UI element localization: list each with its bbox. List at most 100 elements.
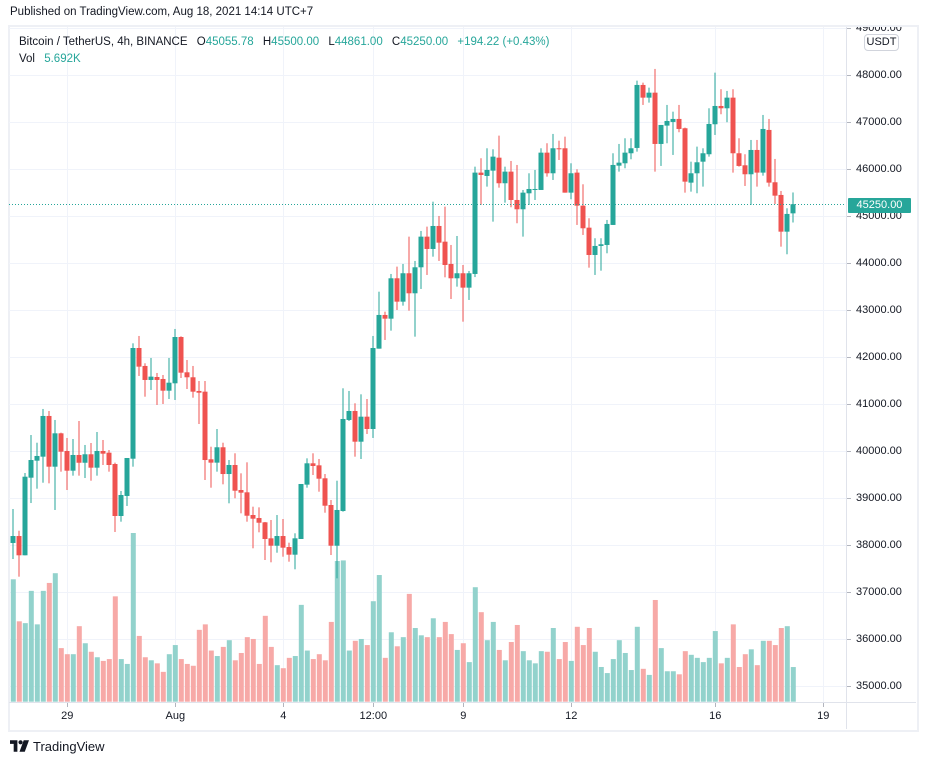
candle-body bbox=[634, 84, 640, 148]
candle-up bbox=[670, 111, 676, 155]
candle-up bbox=[34, 442, 40, 489]
candle-up bbox=[784, 208, 790, 255]
candle-wick bbox=[156, 372, 158, 405]
candle-up bbox=[22, 472, 28, 556]
price-axis[interactable]: 35000.00 36000.00 37000.00 38000.00 39000.00… bbox=[846, 27, 916, 702]
candle-down bbox=[442, 206, 448, 278]
candlestick-chart[interactable] bbox=[9, 27, 846, 702]
candle-body bbox=[460, 273, 466, 288]
legend-open-value: 45055.78 bbox=[205, 36, 254, 48]
candle-wick bbox=[504, 166, 506, 203]
candle-up bbox=[40, 408, 46, 483]
volume-bar bbox=[568, 660, 574, 702]
volume-bar bbox=[208, 650, 214, 702]
volume-bar bbox=[514, 624, 520, 702]
volume-bar bbox=[460, 643, 466, 702]
candle-body bbox=[382, 314, 388, 319]
volume-bar bbox=[472, 587, 478, 702]
volume-bar bbox=[166, 654, 172, 702]
candle-body bbox=[544, 152, 550, 174]
legend-high-label: H bbox=[262, 36, 272, 48]
candle-down bbox=[106, 450, 112, 472]
volume-bar bbox=[730, 624, 736, 702]
volume-bar bbox=[742, 654, 748, 702]
volume-bar bbox=[430, 618, 436, 702]
volume-bar bbox=[508, 642, 514, 702]
currency-badge[interactable]: USDT bbox=[864, 34, 899, 51]
legend-vol-label[interactable]: Vol bbox=[19, 53, 35, 65]
volume-bar bbox=[88, 651, 94, 702]
volume-bar bbox=[196, 629, 202, 702]
candle-down bbox=[46, 410, 52, 484]
time-axis[interactable]: 29 Aug 4 12:00 9 12 16 19 bbox=[9, 702, 916, 729]
candle-body bbox=[166, 382, 172, 391]
candle-up bbox=[130, 343, 136, 467]
candle-body bbox=[778, 194, 784, 232]
time-axis-tick bbox=[283, 703, 284, 707]
volume-bar bbox=[766, 640, 772, 702]
candle-up bbox=[82, 444, 88, 479]
price-axis-tick bbox=[847, 28, 851, 29]
chart-pane[interactable] bbox=[9, 27, 846, 702]
legend-high: H45500.00 bbox=[263, 36, 319, 48]
candle-up bbox=[610, 153, 616, 225]
candle-body bbox=[604, 223, 610, 245]
candle-down bbox=[460, 264, 466, 322]
candle-down bbox=[238, 473, 244, 514]
candle-body bbox=[514, 199, 520, 210]
candle-up bbox=[706, 108, 712, 157]
time-axis-tick bbox=[175, 703, 176, 707]
candle-body bbox=[718, 105, 724, 109]
candle-down bbox=[16, 530, 22, 577]
candle-body bbox=[502, 171, 508, 184]
candle-wick bbox=[456, 235, 458, 287]
price-axis-tick bbox=[847, 310, 851, 311]
candle-body bbox=[58, 433, 64, 452]
volume-bar bbox=[202, 624, 208, 702]
volume-bar bbox=[442, 621, 448, 702]
volume-bar bbox=[550, 628, 556, 702]
volume-bar bbox=[682, 651, 688, 702]
candle-body bbox=[112, 464, 118, 516]
candle-body bbox=[532, 188, 538, 190]
time-axis-tick bbox=[463, 703, 464, 707]
candle-down bbox=[754, 139, 760, 187]
candle-wick bbox=[384, 311, 386, 340]
candle-body bbox=[556, 148, 562, 150]
legend-low: L44861.00 bbox=[328, 36, 382, 48]
legend-symbol[interactable]: Bitcoin / TetherUS, 4h, BINANCE bbox=[19, 36, 188, 48]
candle-down bbox=[772, 158, 778, 204]
candle-wick bbox=[264, 521, 266, 560]
candle-up bbox=[292, 533, 298, 570]
volume-bar bbox=[622, 652, 628, 702]
candle-down bbox=[88, 442, 94, 481]
candle-body bbox=[376, 314, 382, 349]
volume-bar bbox=[670, 671, 676, 702]
candle-body bbox=[244, 492, 250, 516]
candle-down bbox=[112, 462, 118, 532]
volume-bar bbox=[52, 573, 58, 702]
candle-body bbox=[160, 378, 166, 391]
legend-open-label: O bbox=[196, 36, 206, 48]
candle-wick bbox=[462, 264, 464, 322]
candle-wick bbox=[366, 399, 368, 434]
candle-body bbox=[352, 410, 358, 442]
volume-bar bbox=[712, 631, 718, 702]
candle-up bbox=[646, 87, 652, 103]
volume-bar bbox=[526, 660, 532, 702]
volume-bar bbox=[790, 667, 796, 702]
volume-bar bbox=[280, 668, 286, 702]
candle-body bbox=[448, 263, 454, 279]
candle-down bbox=[244, 462, 250, 522]
candle-up bbox=[430, 201, 436, 257]
volume-bar bbox=[214, 656, 220, 702]
candle-body bbox=[700, 153, 706, 162]
volume-bar bbox=[628, 670, 634, 702]
candle-body bbox=[334, 509, 340, 546]
candle-down bbox=[364, 399, 370, 434]
candle-up bbox=[358, 394, 364, 459]
price-axis-tick bbox=[847, 639, 851, 640]
volume-bar bbox=[736, 666, 742, 702]
footer-branding: TradingView bbox=[10, 739, 105, 754]
volume-bar bbox=[760, 640, 766, 702]
